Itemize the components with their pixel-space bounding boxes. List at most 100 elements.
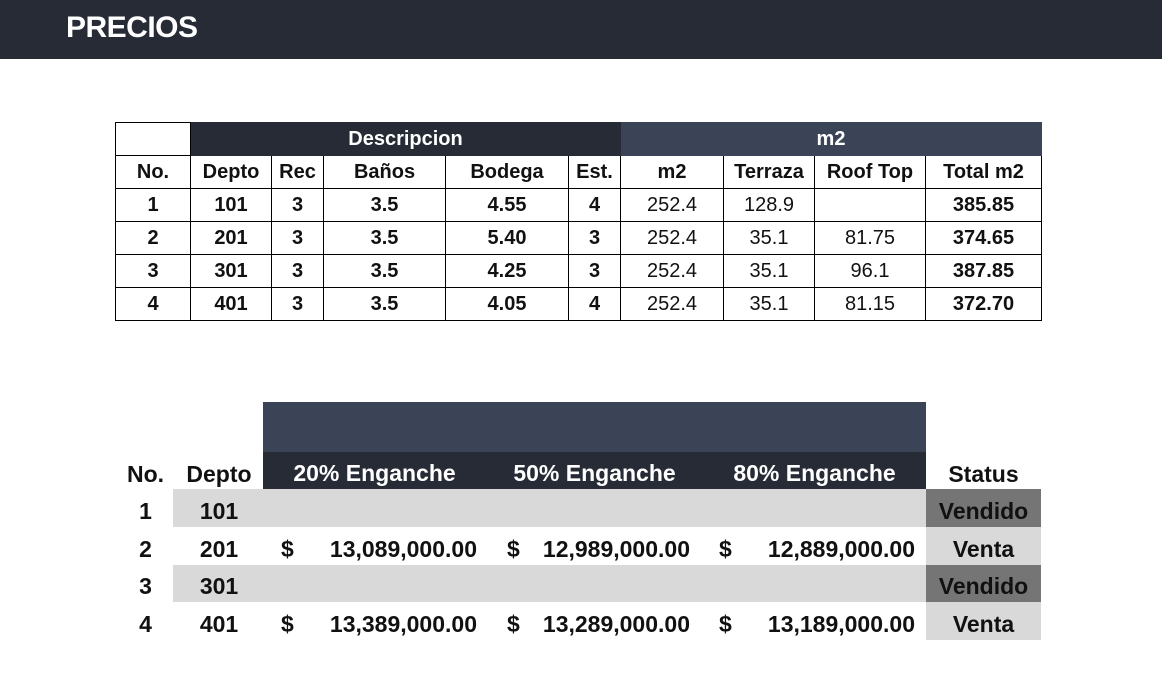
- cell-terraza: 35.1: [723, 287, 815, 321]
- cell-m2: 252.4: [620, 188, 724, 222]
- cell-depto: 401: [190, 287, 272, 321]
- price-cell-80: $ 13,189,000.00: [719, 605, 915, 643]
- price-cell-no: 3: [139, 573, 152, 599]
- col-header-est: Est.: [568, 155, 621, 189]
- price-cell-depto: 301: [199, 573, 239, 599]
- price-col-header-status: Status: [948, 460, 1019, 487]
- cell-m2: 252.4: [620, 287, 724, 321]
- price-header-band: [263, 402, 926, 452]
- cell-total-m2: 385.85: [925, 188, 1042, 222]
- row-shade-3: [173, 565, 926, 602]
- price-cell-20: $ 13,389,000.00: [281, 605, 477, 643]
- cell-no: 1: [115, 188, 191, 222]
- price-value: 13,189,000.00: [767, 610, 915, 637]
- cell-no: 3: [115, 254, 191, 288]
- cell-terraza: 35.1: [723, 221, 815, 255]
- price-col-header-20: 20% Enganche: [293, 459, 456, 486]
- status-bg-4: [926, 602, 1041, 640]
- price-cell-no: 4: [139, 610, 152, 637]
- cell-total-m2: 387.85: [925, 254, 1042, 288]
- currency-symbol: $: [281, 610, 294, 637]
- cell-rec: 3: [271, 287, 324, 321]
- cell-est: 4: [568, 287, 621, 321]
- status-bg-3: [926, 565, 1041, 602]
- price-cell-no: 1: [139, 497, 152, 524]
- cell-roof-top: 81.75: [814, 221, 926, 255]
- status-bg-2: [926, 527, 1041, 565]
- cell-bodega: 4.05: [445, 287, 569, 321]
- cell-rec: 3: [271, 188, 324, 222]
- status-badge: Venta: [952, 535, 1015, 562]
- cell-depto: 201: [190, 221, 272, 255]
- cell-bodega: 5.40: [445, 221, 569, 255]
- cell-rec: 3: [271, 221, 324, 255]
- status-badge: Vendido: [938, 497, 1029, 524]
- price-value: 13,389,000.00: [329, 610, 477, 637]
- price-cell-depto: 101: [199, 497, 239, 524]
- cell-rec: 3: [271, 254, 324, 288]
- price-value: 12,889,000.00: [767, 535, 915, 562]
- cell-depto: 301: [190, 254, 272, 288]
- cell-no: 2: [115, 221, 191, 255]
- currency-symbol: $: [507, 535, 520, 562]
- col-header-banos: Baños: [323, 155, 446, 189]
- cell-roof-top: 96.1: [814, 254, 926, 288]
- table-row: 1 101 3 3.5 4.55 4 252.4 128.9 385.85: [115, 188, 1042, 222]
- table-row: 3 301 3 3.5 4.25 3 252.4 35.1 96.1 387.8…: [115, 254, 1042, 288]
- price-value: 12,989,000.00: [542, 535, 690, 562]
- cell-est: 3: [568, 254, 621, 288]
- price-cell-50: $ 13,289,000.00: [507, 605, 690, 643]
- table-row: 4 401 3 3.5 4.05 4 252.4 35.1 81.15 372.…: [115, 287, 1042, 321]
- specs-table: Descripcion m2 No. Depto Rec Baños Bodeg…: [115, 122, 1042, 321]
- table-row: 2 201 3 3.5 5.40 3 252.4 35.1 81.75 374.…: [115, 221, 1042, 255]
- price-cell-20: $ 13,089,000.00: [281, 530, 477, 568]
- cell-banos: 3.5: [323, 254, 446, 288]
- price-cell-depto: 401: [199, 610, 239, 637]
- cell-bodega: 4.55: [445, 188, 569, 222]
- cell-total-m2: 372.70: [925, 287, 1042, 321]
- price-header-dark: [263, 452, 926, 489]
- col-header-m2: m2: [620, 155, 724, 189]
- row-shade-1: [173, 489, 926, 527]
- currency-symbol: $: [719, 610, 732, 637]
- col-header-roof-top: Roof Top: [814, 155, 926, 189]
- status-badge: Venta: [952, 610, 1015, 637]
- group-header-descripcion: Descripcion: [190, 122, 621, 156]
- cell-total-m2: 374.65: [925, 221, 1042, 255]
- status-bg-1: [926, 489, 1041, 527]
- currency-symbol: $: [719, 535, 732, 562]
- price-cell-50: $ 12,989,000.00: [507, 530, 690, 568]
- price-col-header-50: 50% Enganche: [513, 459, 676, 486]
- cell-banos: 3.5: [323, 188, 446, 222]
- cell-depto: 101: [190, 188, 272, 222]
- page-header-bar: [0, 0, 1162, 59]
- col-header-no: No.: [115, 155, 191, 189]
- price-value: 13,289,000.00: [542, 610, 690, 637]
- group-header-m2: m2: [620, 122, 1042, 156]
- cell-est: 3: [568, 221, 621, 255]
- column-header-row: No. Depto Rec Baños Bodega Est. m2 Terra…: [115, 155, 1042, 189]
- price-col-header-depto: Depto: [186, 460, 252, 487]
- cell-terraza: 128.9: [723, 188, 815, 222]
- price-value: 13,089,000.00: [329, 535, 477, 562]
- status-badge: Vendido: [938, 573, 1029, 599]
- cell-bodega: 4.25: [445, 254, 569, 288]
- cell-m2: 252.4: [620, 221, 724, 255]
- cell-m2: 252.4: [620, 254, 724, 288]
- col-header-bodega: Bodega: [445, 155, 569, 189]
- price-col-header-no: No.: [126, 460, 165, 487]
- currency-symbol: $: [507, 610, 520, 637]
- corner-cell: [115, 122, 191, 156]
- col-header-depto: Depto: [190, 155, 272, 189]
- currency-symbol: $: [281, 535, 294, 562]
- cell-banos: 3.5: [323, 221, 446, 255]
- cell-roof-top: [814, 188, 926, 222]
- cell-roof-top: 81.15: [814, 287, 926, 321]
- cell-est: 4: [568, 188, 621, 222]
- col-header-terraza: Terraza: [723, 155, 815, 189]
- col-header-total-m2: Total m2: [925, 155, 1042, 189]
- cell-banos: 3.5: [323, 287, 446, 321]
- col-header-rec: Rec: [271, 155, 324, 189]
- page-title: PRECIOS: [66, 11, 198, 44]
- cell-no: 4: [115, 287, 191, 321]
